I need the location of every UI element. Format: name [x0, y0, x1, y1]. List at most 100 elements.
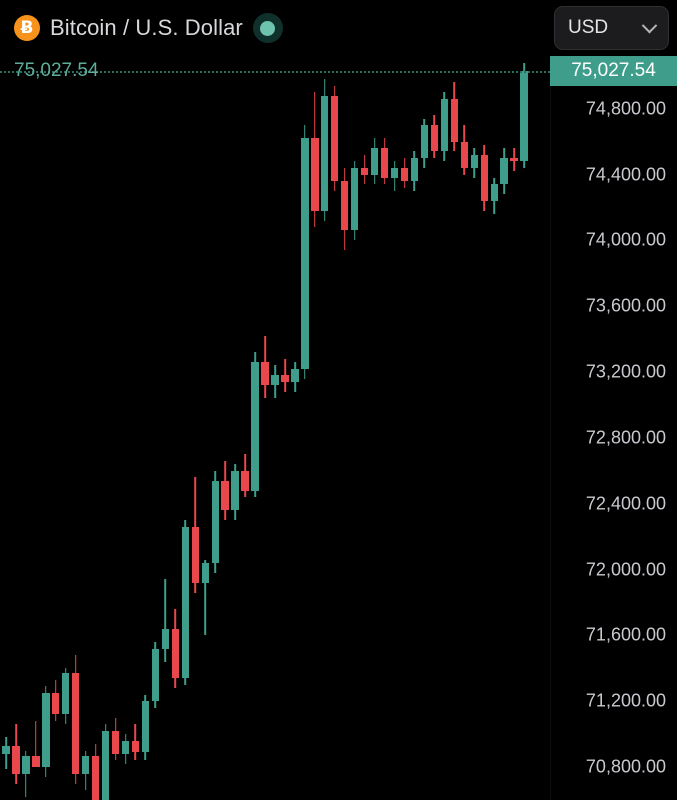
candle-body: [390, 167, 399, 178]
current-price-line: [0, 71, 550, 74]
candlestick: [52, 56, 60, 800]
candlestick: [161, 56, 170, 800]
candlestick: [131, 56, 140, 800]
candlestick: [251, 56, 259, 800]
candle-body: [500, 158, 508, 185]
axis-tick-label: 74,400.00: [585, 164, 666, 184]
candle-wick: [35, 720, 37, 768]
currency-select[interactable]: USD: [554, 6, 669, 50]
candle-body: [151, 648, 160, 702]
price-axis[interactable]: 74,800.00 74,400.00 74,000.00 73,600.00 73,2…: [550, 56, 677, 800]
candlestick: [2, 56, 10, 800]
candlestick: [201, 56, 209, 800]
candle-body: [141, 701, 150, 753]
candlestick: [410, 56, 419, 800]
candlestick: [291, 56, 299, 800]
candlestick: [151, 56, 160, 800]
candle-body: [121, 740, 130, 754]
candle-wick: [25, 750, 27, 797]
candlestick-chart[interactable]: [0, 56, 550, 800]
candle-body: [22, 755, 30, 774]
axis-tick-label: 72,000.00: [585, 559, 666, 580]
candle-body: [510, 158, 518, 162]
candlestick: [101, 56, 110, 800]
candle-body: [430, 125, 439, 152]
candlestick: [430, 56, 439, 800]
status-dot: [260, 20, 276, 36]
candlestick: [91, 56, 100, 800]
candlestick: [121, 56, 130, 800]
candlestick: [351, 56, 359, 800]
candle-body: [231, 470, 239, 511]
candle-body: [2, 745, 10, 754]
candlestick: [241, 56, 249, 800]
axis-tick-label: 71,600.00: [585, 624, 666, 645]
candlestick: [72, 56, 80, 800]
candlestick: [321, 56, 329, 800]
candle-body: [91, 755, 100, 800]
candle-body: [331, 95, 339, 182]
candle-body: [42, 693, 50, 768]
candle-body: [410, 158, 419, 182]
candle-body: [32, 755, 40, 768]
axis-tick-label: 73,200.00: [585, 361, 666, 382]
candlestick: [171, 56, 180, 800]
candlestick: [221, 56, 229, 800]
candlestick: [400, 56, 409, 800]
candlestick: [12, 56, 20, 800]
candlestick: [500, 56, 508, 800]
candlestick: [470, 56, 478, 800]
chevron-down-icon: [641, 17, 658, 33]
candlestick: [301, 56, 309, 800]
candle-body: [271, 375, 279, 386]
market-open-indicator-icon: [252, 13, 283, 43]
candle-body: [181, 526, 189, 679]
candle-body: [370, 148, 379, 175]
candlestick: [261, 56, 269, 800]
candlestick: [360, 56, 369, 800]
candlestick: [440, 56, 449, 800]
candle-body: [161, 628, 170, 649]
current-price-badge: 75,027.54: [550, 56, 677, 87]
candle-body: [131, 740, 140, 753]
symbol-group[interactable]: Ƀ Bitcoin / U.S. Dollar: [0, 13, 283, 43]
candle-body: [480, 154, 488, 201]
candlestick: [460, 56, 468, 800]
candle-body: [321, 95, 329, 211]
candlestick: [380, 56, 389, 800]
candlestick: [111, 56, 120, 800]
candle-body: [470, 154, 478, 168]
candlestick: [490, 56, 498, 800]
page-title: Bitcoin / U.S. Dollar: [50, 15, 243, 40]
candle-body: [360, 167, 369, 175]
candlestick: [32, 56, 40, 800]
candle-body: [241, 470, 249, 491]
candlestick: [450, 56, 459, 800]
candle-body: [171, 628, 180, 679]
candle-body: [291, 368, 299, 382]
candlestick: [520, 56, 528, 800]
axis-tick-label: 74,800.00: [585, 98, 666, 119]
candle-body: [400, 167, 409, 182]
candlestick: [82, 56, 90, 800]
candle-body: [261, 362, 269, 386]
candlestick: [480, 56, 488, 800]
candlestick: [42, 56, 50, 800]
candle-body: [201, 562, 209, 583]
chart-header: Ƀ Bitcoin / U.S. Dollar USD: [0, 0, 677, 56]
candle-body: [221, 480, 229, 511]
candle-body: [72, 673, 80, 774]
candlestick: [420, 56, 429, 800]
current-price-line-label: 75,027.54: [14, 60, 99, 82]
candle-body: [341, 181, 349, 231]
candlestick: [231, 56, 239, 800]
candle-body: [520, 71, 528, 162]
axis-tick-label: 70,800.00: [585, 756, 666, 777]
bitcoin-icon: Ƀ: [14, 15, 40, 41]
candle-wick: [164, 579, 167, 662]
candle-body: [351, 167, 359, 231]
candlestick: [390, 56, 399, 800]
candlestick: [271, 56, 279, 800]
candle-body: [101, 730, 110, 800]
